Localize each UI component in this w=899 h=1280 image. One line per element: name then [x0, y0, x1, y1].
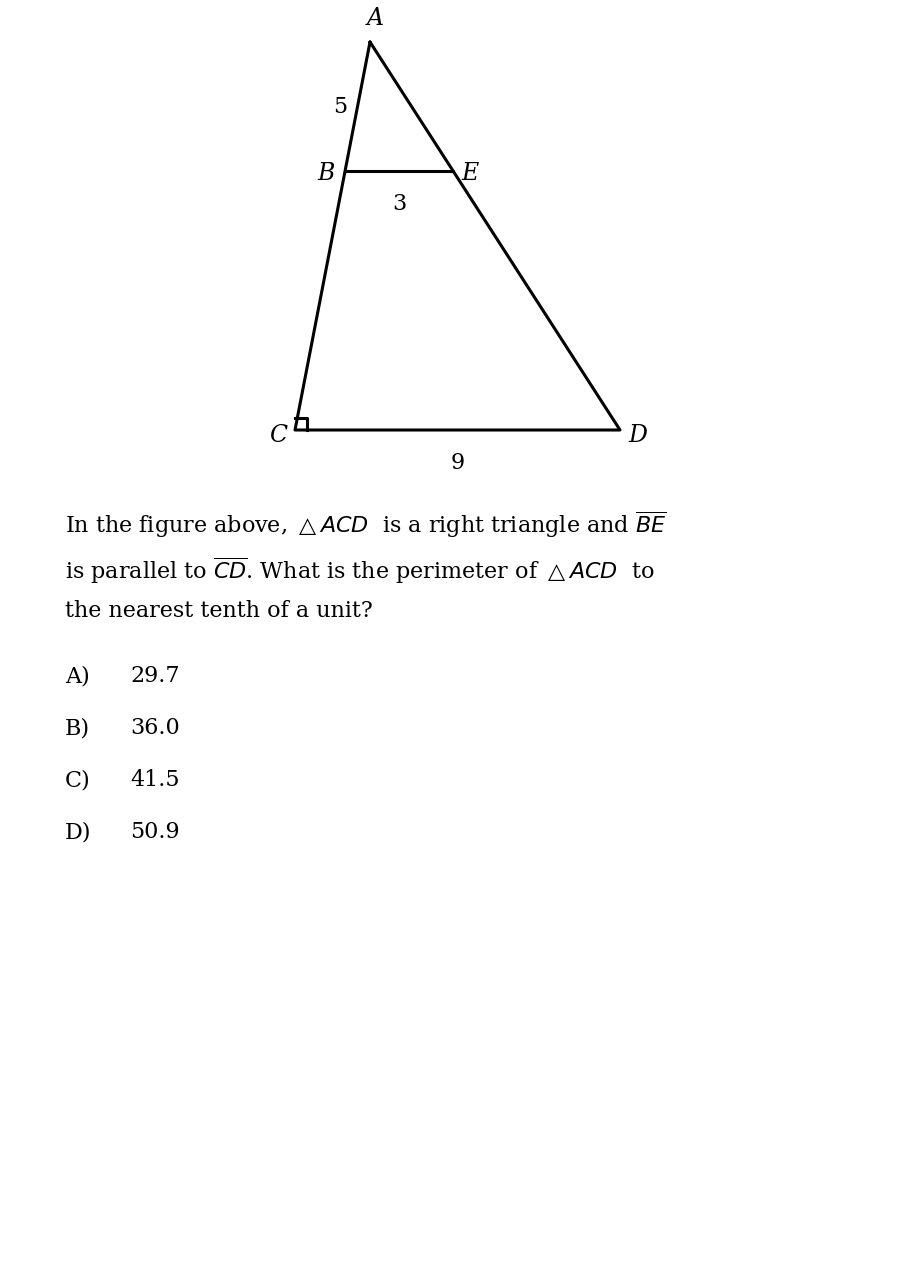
Text: the nearest tenth of a unit?: the nearest tenth of a unit?: [65, 600, 373, 622]
Text: 3: 3: [392, 193, 406, 215]
Text: C: C: [269, 424, 287, 447]
Text: A: A: [367, 6, 384, 29]
Text: E: E: [461, 161, 478, 184]
Text: is parallel to $\overline{CD}$. What is the perimeter of $\triangle ACD$  to: is parallel to $\overline{CD}$. What is …: [65, 556, 654, 585]
Text: B): B): [65, 717, 90, 739]
Text: 9: 9: [450, 452, 465, 474]
Text: D): D): [65, 820, 92, 844]
Text: A): A): [65, 666, 90, 687]
Text: B: B: [317, 161, 335, 184]
Text: In the figure above, $\triangle ACD$  is a right triangle and $\overline{BE}$: In the figure above, $\triangle ACD$ is …: [65, 509, 666, 540]
Text: 41.5: 41.5: [130, 769, 180, 791]
Text: 29.7: 29.7: [130, 666, 180, 687]
Text: C): C): [65, 769, 91, 791]
Text: 36.0: 36.0: [130, 717, 180, 739]
Text: D: D: [628, 424, 647, 447]
Text: 50.9: 50.9: [130, 820, 180, 844]
Text: 5: 5: [334, 96, 348, 118]
